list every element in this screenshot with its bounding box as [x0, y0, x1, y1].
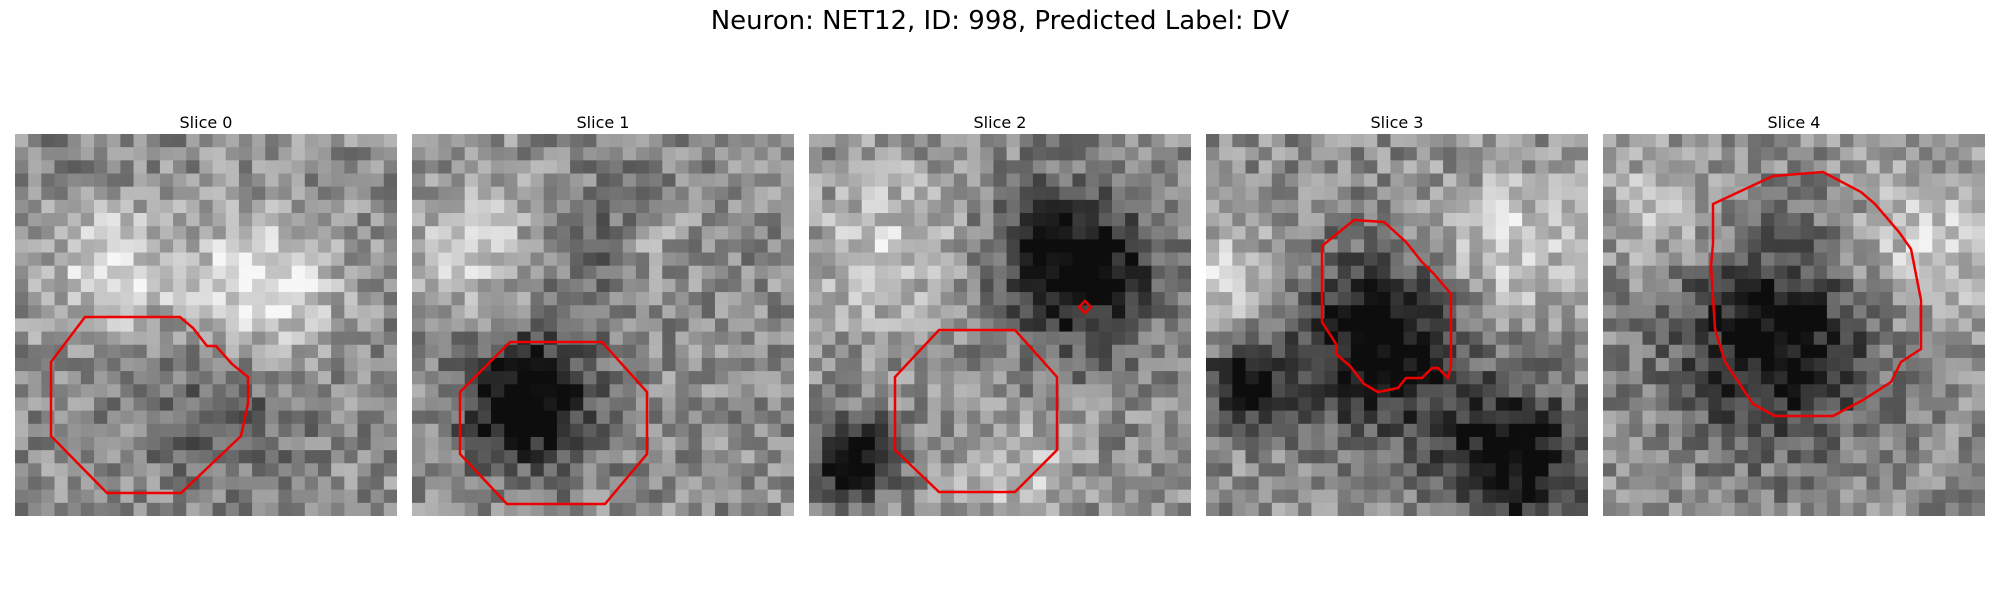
- roi-outline: [458, 340, 649, 506]
- slice-title: Slice 3: [1370, 113, 1424, 132]
- slice-image: [1206, 134, 1588, 516]
- slice-title: Slice 1: [576, 113, 630, 132]
- slice-panel-4: Slice 4: [1603, 112, 1985, 516]
- roi-outline: [893, 328, 1059, 494]
- roi-outline-small: [1077, 299, 1093, 315]
- figure-title: Neuron: NET12, ID: 998, Predicted Label:…: [710, 6, 1290, 36]
- roi-outline: [1320, 218, 1453, 394]
- slice-title: Slice 0: [179, 113, 233, 132]
- slice-image: [1603, 134, 1985, 516]
- slice-title: Slice 2: [973, 113, 1027, 132]
- slice-panel-2: Slice 2: [809, 112, 1191, 516]
- slice-panel-0: Slice 0: [15, 112, 397, 516]
- slice-panel-1: Slice 1: [412, 112, 794, 516]
- slice-image: [15, 134, 397, 516]
- roi-outline: [1709, 170, 1923, 418]
- slice-title: Slice 4: [1767, 113, 1821, 132]
- slice-image: [809, 134, 1191, 516]
- slice-image: [412, 134, 794, 516]
- slice-panel-3: Slice 3: [1206, 112, 1588, 516]
- roi-outline: [49, 315, 250, 495]
